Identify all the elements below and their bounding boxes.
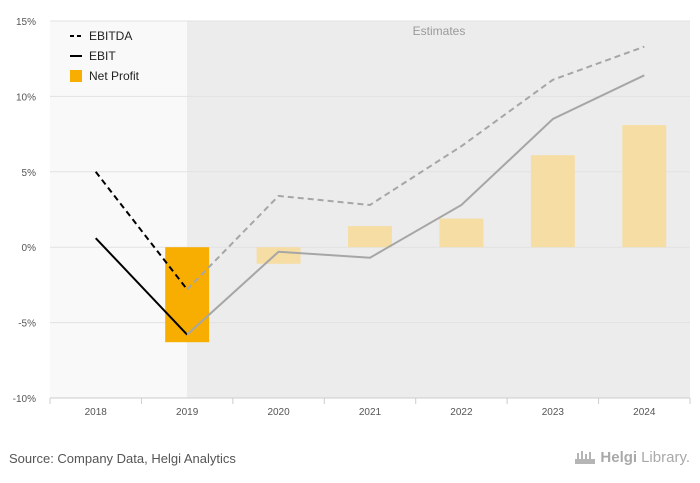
- source-note: Source: Company Data, Helgi Analytics: [9, 451, 236, 466]
- y-tick-label: 15%: [16, 17, 36, 28]
- y-tick-label: -5%: [18, 319, 36, 330]
- line-ebitda-estimate: [186, 45, 645, 291]
- bar-net-profit: [622, 125, 667, 248]
- legend-label: EBIT: [89, 49, 116, 63]
- legend-label: EBITDA: [89, 29, 132, 43]
- estimates-label: Estimates: [413, 24, 466, 38]
- x-tick-label: 2023: [542, 407, 565, 418]
- library-icon: [575, 451, 596, 464]
- x-tick-label: 2019: [176, 407, 199, 418]
- brand-logo: Helgi Library.: [574, 448, 690, 466]
- bar-net-profit: [256, 247, 301, 264]
- brand-prefix: Helgi: [600, 448, 638, 466]
- x-tick-label: 2024: [633, 407, 656, 418]
- y-tick-label: 0%: [22, 243, 37, 254]
- x-tick-label: 2018: [85, 407, 108, 418]
- x-tick-label: 2021: [359, 407, 382, 418]
- brand-suffix: Library.: [641, 448, 690, 466]
- line-ebit-actual: [94, 237, 188, 336]
- legend-label: Net Profit: [89, 69, 140, 83]
- y-tick-label: -10%: [13, 394, 36, 405]
- legend-swatch-net-profit: [70, 70, 82, 82]
- x-tick-label: 2020: [267, 407, 290, 418]
- y-tick-label: 5%: [22, 168, 37, 179]
- bar-net-profit: [348, 226, 392, 248]
- line-ebitda-actual: [94, 171, 188, 291]
- bar-net-profit: [530, 155, 575, 248]
- bar-net-profit: [439, 218, 484, 248]
- line-ebit-estimate: [186, 74, 645, 336]
- x-tick-label: 2022: [450, 407, 473, 418]
- y-tick-label: 10%: [16, 92, 36, 103]
- bar-net-profit: [165, 247, 210, 343]
- estimates-region: [187, 21, 690, 398]
